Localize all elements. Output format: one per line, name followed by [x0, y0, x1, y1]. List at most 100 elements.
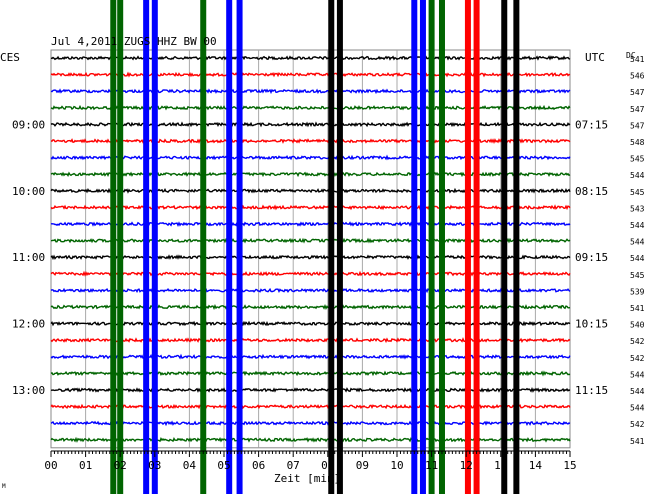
- trace-line: [50, 370, 571, 377]
- left-time-label: 11:00: [12, 251, 45, 264]
- right-time-label: 10:15: [575, 318, 608, 331]
- dc-value: 544: [630, 370, 645, 379]
- x-tick-label: 05: [217, 459, 230, 472]
- event-burst: [117, 0, 124, 494]
- trace-line: [50, 254, 571, 261]
- time-axis: 00 01 02 03 04 05 06 07 08 09 10 11 12 13 14 15: [44, 450, 577, 472]
- dc-value: 544: [630, 221, 645, 230]
- x-axis-label: Zeit [min]: [274, 472, 340, 485]
- dc-value: 542: [630, 337, 645, 346]
- x-tick-label: 07: [287, 459, 300, 472]
- event-burst: [513, 0, 520, 494]
- trace-line: [50, 187, 571, 194]
- dc-value: 542: [630, 354, 645, 363]
- event-burst: [336, 0, 343, 494]
- event-burst: [464, 0, 471, 494]
- plot-frame: [50, 49, 571, 449]
- plot-grid: [50, 49, 571, 449]
- dc-value: 547: [630, 121, 645, 130]
- dc-value: 544: [630, 254, 645, 263]
- trace-line: [50, 420, 571, 427]
- trace-line: [50, 386, 571, 393]
- x-tick-label: 09: [356, 459, 369, 472]
- dc-value: 542: [630, 420, 645, 429]
- right-time-label: 11:15: [575, 384, 608, 397]
- trace-line: [50, 337, 571, 344]
- x-tick-label: 06: [252, 459, 265, 472]
- dc-value: 544: [630, 171, 645, 180]
- dc-value: 540: [630, 321, 645, 330]
- x-tick-label: 01: [79, 459, 92, 472]
- dc-value: 545: [630, 155, 645, 164]
- left-time-label: 10:00: [12, 185, 45, 198]
- dc-value: 547: [630, 88, 645, 97]
- left-time-label: 12:00: [12, 318, 45, 331]
- event-burst: [438, 0, 445, 494]
- dc-label: DC: [626, 51, 636, 60]
- trace-line: [50, 154, 571, 161]
- trace-line: [50, 237, 571, 244]
- x-tick-label: 11: [425, 459, 438, 472]
- event-burst: [110, 0, 117, 494]
- trace-line: [50, 204, 571, 211]
- x-tick-label: 12: [460, 459, 473, 472]
- x-tick-label: 10: [390, 459, 403, 472]
- dc-value: 543: [630, 204, 645, 213]
- trace-line: [50, 320, 571, 327]
- dc-value: 545: [630, 271, 645, 280]
- x-tick-label: 13: [494, 459, 507, 472]
- event-burst: [200, 0, 207, 494]
- left-time-label: 13:00: [12, 384, 45, 397]
- x-tick-label: 04: [183, 459, 197, 472]
- trace-line: [50, 88, 571, 95]
- dc-value: 539: [630, 287, 645, 296]
- trace-line: [50, 221, 571, 228]
- right-time-label: 09:15: [575, 251, 608, 264]
- x-tick-label: 14: [529, 459, 543, 472]
- trace-line: [50, 171, 571, 178]
- x-tick-label: 15: [563, 459, 576, 472]
- dc-value: 541: [630, 437, 645, 446]
- x-tick-label: 00: [44, 459, 57, 472]
- footer-mark: M: [2, 483, 6, 490]
- trace-line: [50, 287, 571, 294]
- dc-value: 547: [630, 105, 645, 114]
- event-burst: [226, 0, 233, 494]
- chart-title: Jul 4,2011 ZUGS HHZ BW 00: [51, 35, 217, 48]
- event-burst: [473, 0, 480, 494]
- event-burst: [419, 0, 426, 494]
- trace-line: [50, 121, 571, 128]
- right-time-label: 07:15: [575, 118, 608, 131]
- left-axis-label: CES: [0, 51, 20, 64]
- right-axis-label: UTC: [585, 51, 605, 64]
- x-tick-label: 03: [148, 459, 161, 472]
- dc-value: 541: [630, 304, 645, 313]
- event-burst: [236, 0, 243, 494]
- dc-value: 545: [630, 188, 645, 197]
- event-burst: [328, 0, 335, 494]
- event-burst: [501, 0, 508, 494]
- trace-line: [50, 303, 571, 311]
- dc-value: 548: [630, 138, 645, 147]
- trace-line: [50, 353, 571, 360]
- event-burst: [143, 0, 150, 494]
- right-time-label: 08:15: [575, 185, 608, 198]
- x-tick-label: 08: [321, 459, 334, 472]
- trace-line: [50, 104, 571, 111]
- dc-value: 546: [630, 72, 645, 81]
- trace-line: [50, 270, 571, 277]
- trace-line: [50, 138, 571, 144]
- dc-value: 544: [630, 404, 645, 413]
- trace-line: [50, 403, 571, 410]
- trace-line: [50, 436, 571, 443]
- trace-line: [50, 55, 571, 61]
- left-time-label: 09:00: [12, 118, 45, 131]
- event-burst: [428, 0, 435, 494]
- trace-line: [50, 71, 571, 78]
- axis-labels: 541 546 547 547 547 548 545 544 545 543 544 544 544 5…: [12, 55, 645, 446]
- seismogram-traces: [50, 55, 571, 443]
- x-tick-label: 02: [114, 459, 127, 472]
- event-burst: [411, 0, 418, 494]
- event-burst: [151, 0, 158, 494]
